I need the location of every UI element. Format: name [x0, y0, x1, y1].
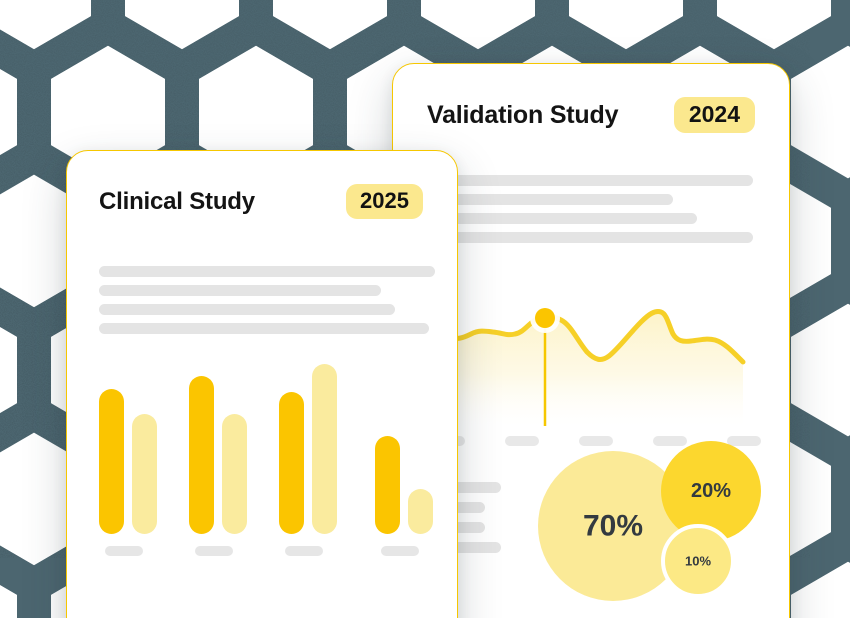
clinical-year-badge: 2025 [346, 184, 423, 219]
bar-primary[interactable] [99, 389, 124, 534]
skeleton-line [99, 323, 429, 334]
skeleton-line [427, 213, 697, 224]
skeleton-line [99, 285, 381, 296]
axis-pill [653, 436, 687, 446]
bar-primary[interactable] [375, 436, 400, 534]
axis-pill [579, 436, 613, 446]
bubble-20-label: 20% [691, 480, 731, 502]
validation-card-header: Validation Study 2024 [393, 64, 789, 133]
bar-group[interactable] [279, 364, 337, 534]
marker-point [535, 308, 555, 328]
validation-study-card[interactable]: Validation Study 2024 [392, 63, 790, 618]
skeleton-line [427, 194, 673, 205]
bubble-10-label: 10% [685, 554, 711, 569]
line-series [422, 309, 746, 365]
bar-secondary[interactable] [132, 414, 157, 534]
bubble-20 [661, 441, 761, 541]
bar-primary[interactable] [279, 392, 304, 534]
bubble-10 [661, 524, 735, 598]
skeleton-line [427, 175, 753, 186]
axis-pill [727, 436, 761, 446]
bar-axis-tick [105, 546, 143, 556]
bubble-70-label: 70% [583, 510, 643, 543]
bar-group[interactable] [99, 389, 157, 534]
validation-skeleton-lines [393, 133, 789, 243]
clinical-card-title: Clinical Study [99, 187, 255, 215]
bubble-70 [538, 451, 688, 601]
bar-axis-tick [381, 546, 419, 556]
bar-group[interactable] [189, 376, 247, 534]
skeleton-line [427, 542, 501, 553]
bar-axis-tick [285, 546, 323, 556]
area-fill [425, 311, 743, 426]
validation-bubble-chart[interactable]: 70% 20% 10% [533, 416, 789, 606]
clinical-skeleton-lines [67, 219, 457, 334]
skeleton-line [427, 482, 501, 493]
bar-primary[interactable] [189, 376, 214, 534]
clinical-card-header: Clinical Study 2025 [67, 151, 457, 219]
validation-year-badge: 2024 [673, 97, 755, 133]
bar-axis-tick [195, 546, 233, 556]
bar-group[interactable] [375, 436, 433, 534]
skeleton-line [99, 304, 395, 315]
validation-card-title: Validation Study [427, 100, 619, 129]
bar-secondary[interactable] [222, 414, 247, 534]
bar-secondary[interactable] [408, 489, 433, 534]
axis-pill [505, 436, 539, 446]
validation-line-chart[interactable] [415, 296, 771, 434]
bar-secondary[interactable] [312, 364, 337, 534]
skeleton-line [427, 232, 753, 243]
clinical-bar-chart[interactable] [87, 364, 447, 556]
skeleton-line [99, 266, 435, 277]
clinical-study-card[interactable]: Clinical Study 2025 [66, 150, 458, 618]
